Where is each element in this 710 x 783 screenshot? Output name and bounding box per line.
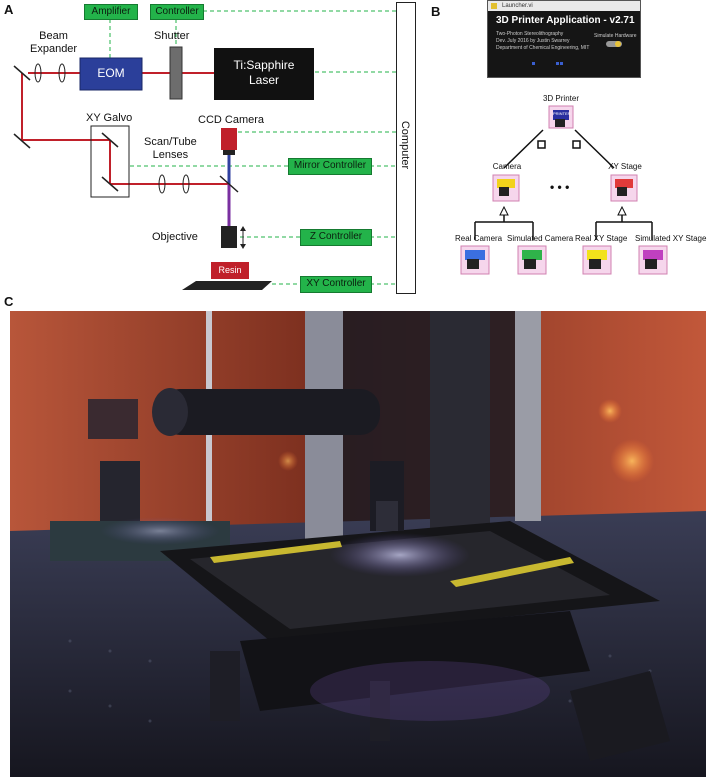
inheritance-arrow-right [617,205,627,216]
shutter-block [169,46,183,100]
dichroic-mirror [219,175,239,193]
computer-box: Computer [396,2,416,294]
class-tree-diagram [460,105,668,275]
panel-a: A Amplifier Controller Beam Expander Shu… [0,0,420,295]
resin-box [211,262,249,279]
launcher-app-title: 3D Printer Application - v2.71 [496,15,635,26]
tree-real-camera-label: Real Camera [455,234,503,243]
galvo-box [90,125,130,198]
aggregation-diamond-right [572,140,581,149]
eom-box [79,57,143,91]
expander-lens-2 [58,63,66,83]
panel-b-letter: B [431,4,441,19]
laser-box [214,48,314,100]
panel-c-letter: C [4,294,14,309]
expander-lens-1 [34,63,42,83]
scan-lens [158,174,166,194]
tree-camera-label: Camera [492,162,522,171]
galvo-mirror-1 [101,132,119,148]
amplifier-box: Amplifier [84,4,138,20]
mirror-1 [13,65,31,81]
printer-cube-icon [548,105,574,129]
launcher-line-3: Department of Chemical Engineering, MIT [496,45,590,51]
xy-controller-box: XY Controller [300,276,372,293]
z-controller-box: Z Controller [300,229,372,246]
resin-label: Resin [218,265,242,275]
simulate-hardware-toggle[interactable] [606,41,622,47]
tree-simulated-camera-label: Simulated Camera [507,234,574,243]
simulated-camera-cube-icon [517,245,547,275]
galvo-mirror-2 [101,176,119,192]
launcher-line-2: Dev. July 2016 by Justin Swarrey [496,38,570,44]
launcher-indicator-3 [560,62,563,65]
controller-box: Controller [150,4,204,20]
computer-label: Computer [399,120,411,170]
tree-ellipsis: • • • [550,180,570,194]
panel-a-diagram [13,10,396,290]
toggle-knob [615,41,621,47]
tree-simulated-xy-stage-label: Simulated XY Stage [635,234,707,243]
stage-plate [182,281,272,290]
shutter-label: Shutter [154,30,190,42]
objective-body [221,226,237,248]
beam-expander-label: Beam Expander [30,30,78,55]
eom-label: EOM [97,66,125,80]
real-camera-cube-icon [460,245,490,275]
camera-cube-icon [492,174,520,202]
tube-lens [182,174,190,194]
aggregation-diamond-left [537,140,546,149]
laser-label: Ti:Sapphire Laser [233,58,295,87]
ccd-camera-label: CCD Camera [198,114,265,126]
ccd-camera-box [221,128,237,150]
inheritance-arrow-left [499,205,509,216]
launcher-line-1: Two-Photon Stereolithography [496,31,564,37]
simulated-xy-stage-cube-icon [638,245,668,275]
launcher-window-title: Launcher.vi [502,3,533,9]
launcher-indicator-1 [532,62,535,65]
panel-b: B Launcher.vi 3D Printer Application - v… [425,0,710,295]
simulate-hardware-label: Simulate Hardware [594,33,637,39]
mirror-controller-box: Mirror Controller [288,158,372,175]
launcher-titlebar: Launcher.vi [488,1,640,11]
objective-label: Objective [152,231,198,243]
tree-real-xy-stage-label: Real XY Stage [575,234,628,243]
printer-badge: PRINTER [553,111,571,116]
mirror-2 [13,133,31,149]
launcher-window-icon [491,3,497,9]
launcher-indicator-2 [556,62,559,65]
panel-a-letter: A [4,2,14,17]
xy-stage-cube-icon [610,174,638,202]
real-xy-stage-cube-icon [582,245,612,275]
panel-c-photo [10,311,706,777]
launcher-window: Launcher.vi 3D Printer Application - v2.… [487,0,641,78]
tree-root-label: 3D Printer [542,94,579,103]
microscope-photo [10,311,706,777]
scan-tube-lenses-label: Scan/Tube Lenses [144,136,197,161]
xy-galvo-label: XY Galvo [86,112,133,124]
tree-xy-stage-label: XY Stage [608,162,642,171]
